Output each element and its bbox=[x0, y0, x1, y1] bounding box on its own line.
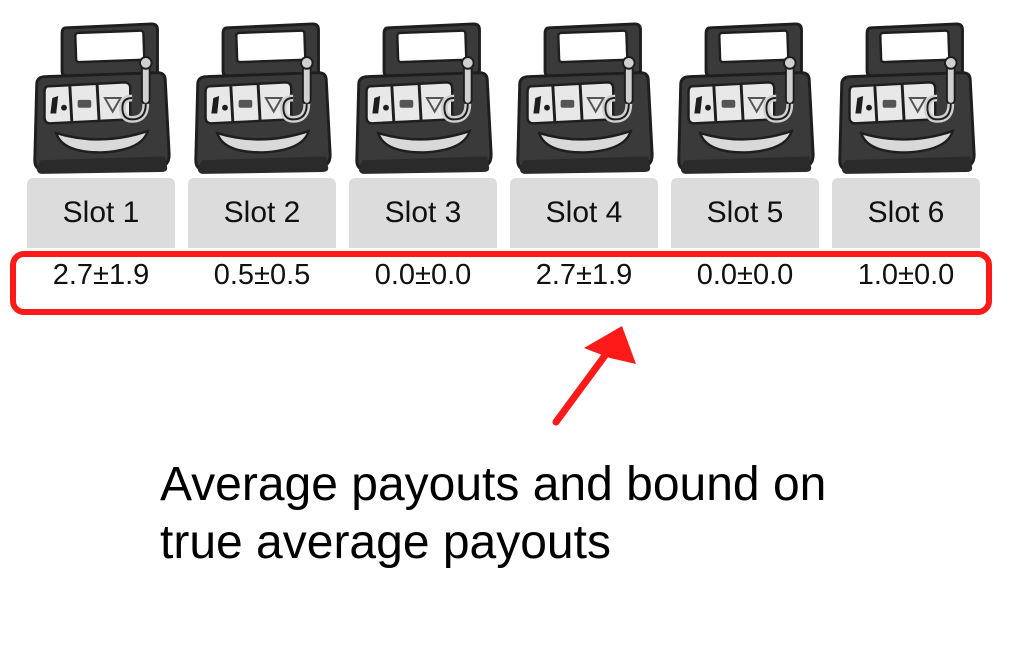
slot-6-payout: 1.0±0.0 bbox=[857, 258, 955, 291]
slot-column-2: Slot 2 0.5±0.5 bbox=[188, 18, 336, 298]
annotation-caption: Average payouts and bound on true averag… bbox=[160, 456, 920, 572]
slot-1-payout: 2.7±1.9 bbox=[52, 258, 150, 291]
slot-6-button[interactable]: Slot 6 bbox=[832, 178, 980, 248]
slot-5-payout: 0.0±0.0 bbox=[696, 258, 794, 291]
slot-2-payout: 0.5±0.5 bbox=[213, 258, 311, 291]
slot-5-button[interactable]: Slot 5 bbox=[671, 178, 819, 248]
slot-column-1: Slot 1 2.7±1.9 bbox=[27, 18, 175, 298]
annotation-line-2: true average payouts bbox=[160, 516, 611, 569]
slot-machine-icon[interactable] bbox=[27, 18, 175, 176]
slot-machine-row: Slot 1 2.7±1.9 Slot 2 0.5±0.5 Slot 3 0.0… bbox=[27, 18, 980, 298]
slot-machine-icon[interactable] bbox=[188, 18, 336, 176]
slot-machine-icon[interactable] bbox=[671, 18, 819, 176]
slot-machine-icon[interactable] bbox=[832, 18, 980, 176]
slot-2-button[interactable]: Slot 2 bbox=[188, 178, 336, 248]
slot-machine-icon[interactable] bbox=[349, 18, 497, 176]
slot-1-button[interactable]: Slot 1 bbox=[27, 178, 175, 248]
slot-3-payout: 0.0±0.0 bbox=[374, 258, 472, 291]
slot-4-button[interactable]: Slot 4 bbox=[510, 178, 658, 248]
red-arrow-icon bbox=[552, 326, 636, 426]
slot-4-payout: 2.7±1.9 bbox=[535, 258, 633, 291]
slot-column-6: Slot 6 1.0±0.0 bbox=[832, 18, 980, 298]
slot-3-button[interactable]: Slot 3 bbox=[349, 178, 497, 248]
slot-column-3: Slot 3 0.0±0.0 bbox=[349, 18, 497, 298]
annotation-line-1: Average payouts and bound on bbox=[160, 458, 827, 511]
slot-column-4: Slot 4 2.7±1.9 bbox=[510, 18, 658, 298]
slot-column-5: Slot 5 0.0±0.0 bbox=[671, 18, 819, 298]
slot-machine-icon[interactable] bbox=[510, 18, 658, 176]
